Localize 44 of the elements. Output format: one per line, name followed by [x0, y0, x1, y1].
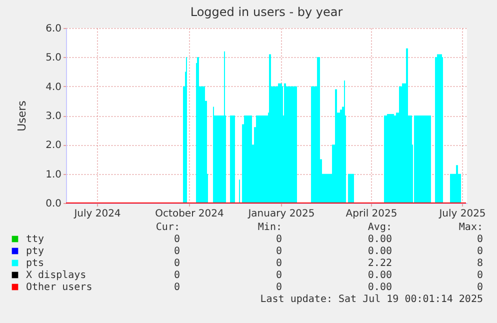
text: 0.00 — [368, 246, 392, 257]
text: 8 — [476, 258, 483, 269]
text: Max: — [458, 222, 483, 233]
text: 0 — [276, 282, 282, 293]
text: 0 — [476, 234, 483, 245]
y-axis-title: Users — [16, 100, 29, 132]
x-tick-label: October 2024 — [155, 208, 224, 220]
x-tick-label: July 2025 — [438, 208, 486, 220]
text: 0.00 — [368, 234, 392, 245]
y-tick-label: 0.0 — [46, 198, 62, 210]
text: 0 — [476, 246, 483, 257]
text: 0 — [276, 234, 282, 245]
y-tick-label: 6.0 — [46, 24, 62, 34]
x-tick-label: January 2025 — [247, 208, 315, 220]
y-tick-label: 2.0 — [46, 140, 62, 152]
text: 0 — [174, 246, 180, 257]
y-tick-label: 3.0 — [46, 111, 62, 122]
legend-label: X displays — [26, 270, 86, 281]
legend-label: Other users — [26, 282, 92, 293]
text: 0 — [476, 270, 483, 281]
y-tick-label: 5.0 — [46, 52, 62, 64]
legend-label: pty — [26, 246, 44, 257]
y-tick-label: 1.0 — [46, 169, 62, 180]
text: 0 — [174, 258, 180, 269]
text: 0 — [276, 270, 282, 281]
y-tick-label: 4.0 — [46, 82, 62, 93]
text: 0 — [276, 246, 282, 257]
text: Avg: — [368, 222, 392, 233]
text: 0 — [276, 258, 282, 269]
text: Cur: — [156, 222, 180, 233]
text: 0 — [174, 234, 180, 245]
legend-label: tty — [26, 234, 44, 245]
x-tick-label: July 2024 — [73, 208, 121, 220]
text: 0 — [174, 282, 180, 293]
text: Last update: Sat Jul 19 00:01:14 2025 — [260, 294, 483, 305]
x-tick-label: April 2025 — [346, 208, 398, 220]
text: 0 — [174, 270, 180, 281]
text: 0 — [476, 282, 483, 293]
text: 0.00 — [368, 282, 392, 293]
text: 2.22 — [368, 258, 392, 269]
text: Min: — [258, 222, 282, 233]
text: 0.00 — [368, 270, 392, 281]
legend-label: pts — [26, 258, 44, 269]
chart-title: Logged in users - by year — [190, 5, 343, 19]
